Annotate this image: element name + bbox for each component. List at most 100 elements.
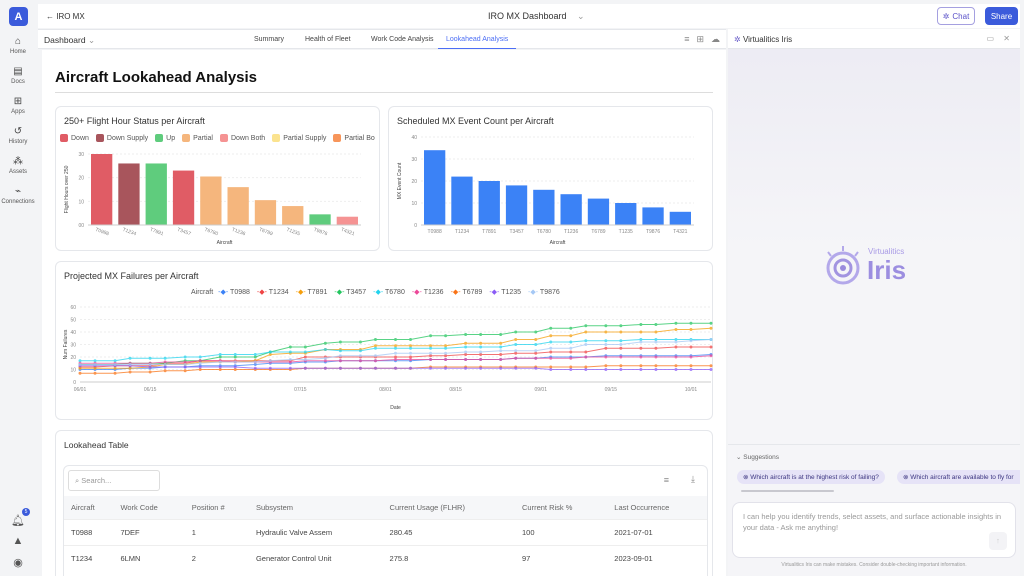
cloud-download-icon[interactable]: ☁ bbox=[711, 34, 720, 44]
data-point bbox=[709, 368, 713, 371]
download-icon[interactable]: ⤓ bbox=[691, 474, 695, 484]
legend-item[interactable]: Up bbox=[155, 134, 175, 142]
data-point bbox=[183, 355, 187, 359]
sidebar-item-docs[interactable]: ▤ Docs bbox=[0, 66, 36, 85]
x-tick-label: 06/01 bbox=[74, 387, 87, 393]
data-point bbox=[569, 350, 573, 354]
tab-work-code-analysis[interactable]: Work Code Analysis bbox=[371, 36, 434, 43]
legend-item[interactable]: -◆- T6780 bbox=[373, 289, 405, 296]
back-link[interactable]: ← IRO MX bbox=[46, 12, 85, 21]
legend-marker: -◆- bbox=[334, 289, 345, 296]
table-row[interactable]: T1234 6LMN 2 Generator Control Unit 275.8 97 2… bbox=[64, 544, 707, 571]
data-point bbox=[584, 365, 588, 369]
legend-item[interactable]: Down Both bbox=[219, 134, 265, 142]
data-point bbox=[394, 358, 397, 361]
data-point bbox=[534, 351, 538, 355]
x-tick-label: T1236 bbox=[564, 229, 578, 235]
table-cell: 6LMN bbox=[113, 544, 185, 571]
y-tick-label: 20 bbox=[78, 176, 84, 182]
column-header[interactable]: Last Occurrence bbox=[607, 496, 707, 519]
data-point bbox=[93, 371, 97, 375]
legend-item[interactable]: -◆- T9876 bbox=[528, 289, 560, 296]
search-input[interactable]: ⌕ Search... bbox=[68, 470, 160, 491]
y-tick-label: 20 bbox=[70, 355, 76, 361]
logo-big-text: Iris bbox=[867, 255, 907, 285]
legend-item[interactable]: -◆- T7891 bbox=[296, 289, 328, 296]
sidebar-item-home[interactable]: ⌂ Home bbox=[0, 36, 36, 55]
x-tick-label: 09/15 bbox=[605, 387, 618, 393]
add-icon[interactable]: ⊞ bbox=[696, 34, 704, 44]
legend-item[interactable]: Down bbox=[60, 134, 89, 142]
data-point bbox=[499, 349, 503, 353]
column-header[interactable]: Subsystem bbox=[248, 496, 383, 519]
filter-icon[interactable]: ≡ bbox=[684, 34, 690, 44]
suggestions-scrollbar[interactable] bbox=[741, 490, 834, 492]
notifications-button[interactable]: 🔔︎ 5 bbox=[0, 508, 36, 527]
column-header[interactable]: Position # bbox=[184, 496, 249, 519]
suggestions-toggle[interactable]: ⌄ Suggestions bbox=[736, 454, 780, 461]
table-cell: 1 bbox=[184, 518, 249, 545]
projected-failures-chart: 0 10 20 30 40 50 60 06/01 06/15 07/01 07/15 08/01 08… bbox=[63, 305, 713, 411]
legend-item[interactable]: -◆- T1235 bbox=[489, 289, 521, 296]
legend-item[interactable]: -◆- T6789 bbox=[451, 289, 483, 296]
data-point bbox=[303, 366, 307, 370]
legend-item[interactable]: -◆- T1234 bbox=[257, 289, 289, 296]
legend-item[interactable]: -◆- T0988 bbox=[218, 289, 250, 296]
data-point bbox=[233, 360, 237, 364]
bar bbox=[642, 207, 664, 225]
sidebar-item-assets[interactable]: ⁂ Assets bbox=[0, 156, 36, 175]
data-point bbox=[358, 359, 362, 363]
chat-button[interactable]: ✲ Chat bbox=[937, 7, 975, 25]
suggestion-chip[interactable]: ⊗ Which aircraft is at the highest risk … bbox=[737, 470, 885, 484]
data-point bbox=[674, 345, 678, 349]
sidebar-item-history[interactable]: ↺ History bbox=[0, 126, 36, 145]
dashboard-selector[interactable]: IRO MX Dashboard ⌄ bbox=[488, 11, 585, 22]
legend-item[interactable]: Partial Supply bbox=[272, 134, 326, 142]
legend-item[interactable]: Partial Bo bbox=[333, 134, 375, 142]
tab-lookahead-analysis[interactable]: Lookahead Analysis bbox=[438, 36, 517, 49]
x-tick-label: T6789 bbox=[591, 229, 605, 235]
data-point bbox=[253, 366, 257, 370]
chat-input[interactable]: I can help you identify trends, select a… bbox=[732, 502, 1016, 558]
data-point bbox=[619, 346, 623, 350]
data-point bbox=[604, 343, 608, 346]
data-point bbox=[549, 365, 553, 369]
data-point bbox=[514, 366, 518, 370]
tab-summary[interactable]: Summary bbox=[254, 36, 284, 43]
send-button[interactable]: ↑ bbox=[989, 532, 1007, 550]
iris-panel: ✲ Virtualitics Iris ▭ ✕ Virtualitics Iri… bbox=[728, 29, 1020, 576]
data-point bbox=[338, 340, 342, 344]
data-point bbox=[233, 368, 237, 371]
share-button[interactable]: Share bbox=[985, 7, 1018, 25]
data-point bbox=[148, 356, 152, 360]
sidebar-item-apps[interactable]: ⊞ Apps bbox=[0, 96, 36, 115]
data-point bbox=[674, 368, 678, 371]
filter-icon[interactable]: ≡ bbox=[663, 475, 669, 485]
y-tick-label: 30 bbox=[70, 343, 76, 349]
legend-item[interactable]: -◆- T1236 bbox=[412, 289, 444, 296]
user-avatar-icon[interactable]: ◉ bbox=[13, 557, 23, 569]
legend-item[interactable]: Down Supply bbox=[95, 134, 148, 142]
alert-icon[interactable]: ▲ bbox=[12, 535, 24, 547]
tab-health-of-fleet[interactable]: Health of Fleet bbox=[305, 36, 351, 43]
chevron-down-icon: ⌄ bbox=[87, 35, 96, 45]
data-point bbox=[514, 356, 518, 360]
data-point bbox=[674, 328, 678, 331]
data-point bbox=[584, 339, 588, 343]
dashboard-dropdown[interactable]: Dashboard ⌄ bbox=[44, 35, 95, 46]
column-header[interactable]: Current Risk % bbox=[515, 496, 608, 519]
suggestion-chip[interactable]: ⊗ Which aircraft are available to fly fo… bbox=[897, 470, 1020, 484]
app-logo[interactable]: A bbox=[9, 7, 28, 26]
data-point bbox=[394, 338, 397, 341]
column-header[interactable]: Aircraft bbox=[64, 496, 114, 519]
table-row[interactable]: T0988 7DEF 1 Hydraulic Valve Assem 280.45 100… bbox=[64, 518, 707, 545]
column-header[interactable]: Work Code bbox=[113, 496, 185, 519]
close-icon[interactable]: ✕ bbox=[1003, 34, 1010, 43]
new-chat-icon[interactable]: ▭ bbox=[986, 34, 994, 43]
column-header[interactable]: Current Usage (FLHR) bbox=[382, 496, 515, 519]
sidebar-item-connections[interactable]: ⌁ Connections bbox=[0, 186, 36, 205]
legend-item[interactable]: -◆- T3457 bbox=[334, 289, 366, 296]
series-T1236 bbox=[78, 354, 713, 365]
legend-item[interactable]: Partial bbox=[182, 134, 213, 142]
data-point bbox=[444, 351, 448, 355]
